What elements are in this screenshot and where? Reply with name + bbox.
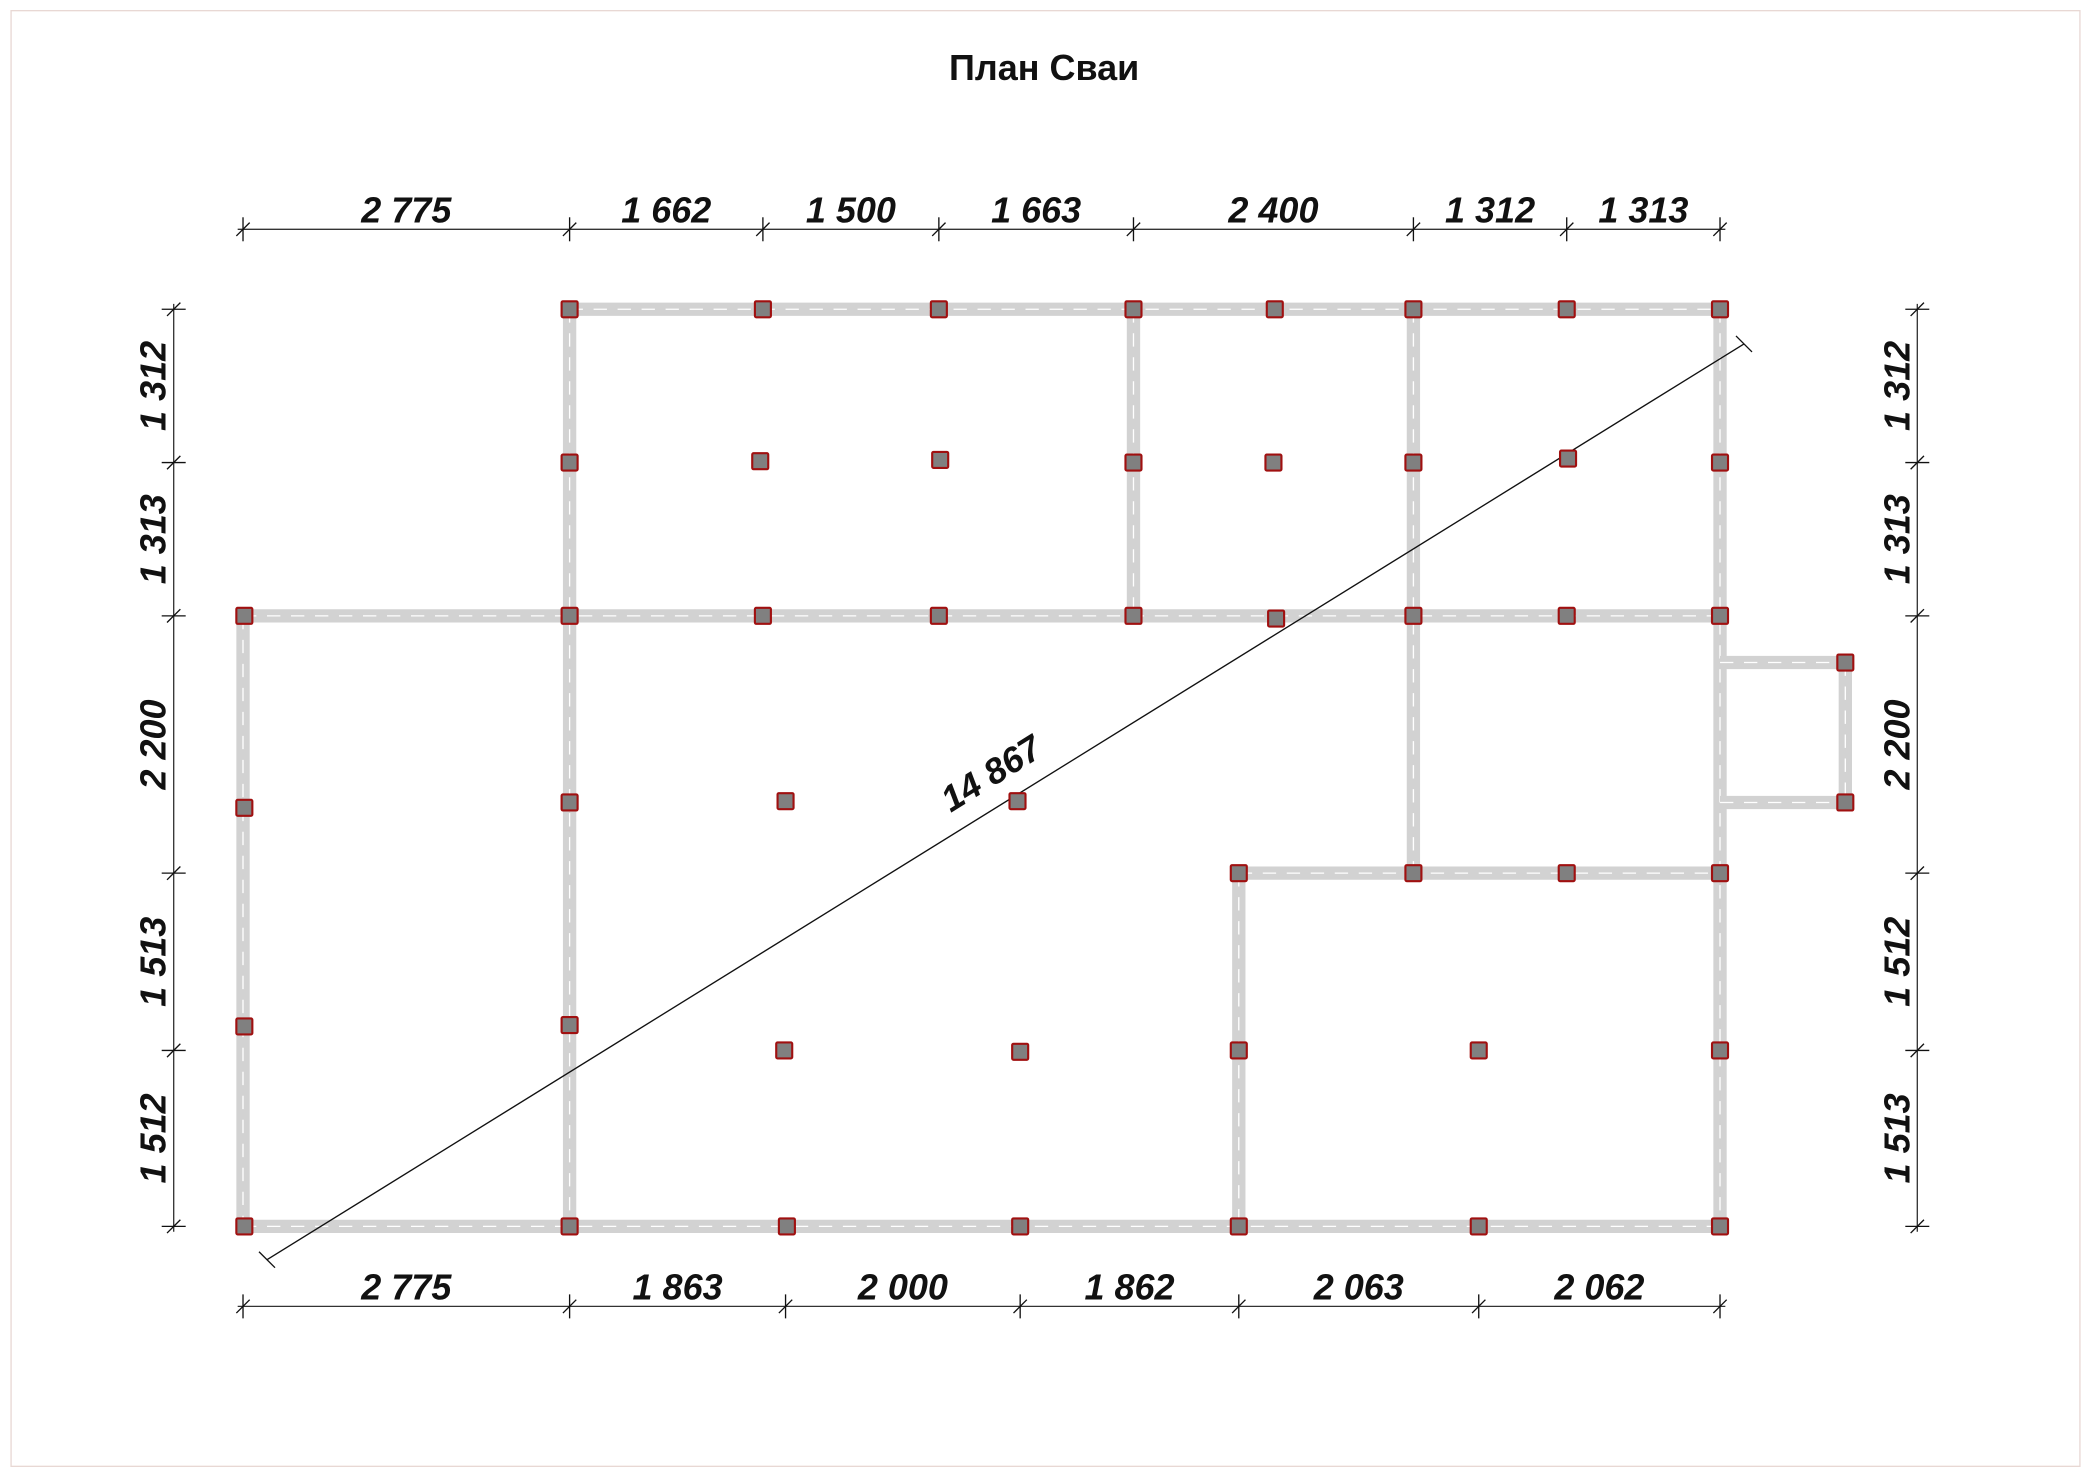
dimension-label: 1 313 [1876, 494, 1917, 584]
dimension-label: 1 513 [133, 917, 174, 1007]
dimension-label: 1 312 [133, 341, 174, 431]
pile-marker [1265, 300, 1284, 319]
pile-marker [1404, 864, 1423, 883]
pile-marker [1229, 1041, 1248, 1060]
pile-marker [929, 300, 948, 319]
dimension-label: 1 512 [1876, 917, 1917, 1007]
pile-marker [775, 1041, 794, 1060]
dimension-label: 1 512 [133, 1093, 174, 1183]
pile-marker [1267, 609, 1286, 628]
pile-marker [560, 300, 579, 319]
pile-marker [931, 450, 950, 469]
pile-marker [1836, 793, 1855, 812]
pile-marker [751, 452, 770, 471]
dimension-lines: 2 775 1 662 1 500 1 663 2 400 1 312 1 313 2 775… [133, 190, 1930, 1319]
dimension-label: 2 400 [1227, 190, 1318, 231]
dimension-label: 1 313 [1598, 190, 1688, 231]
walls [236, 302, 1852, 1234]
pile-marker [777, 1217, 796, 1236]
pile-marker [1557, 300, 1576, 319]
pile-marker [1557, 864, 1576, 883]
dimension-label: 2 063 [1313, 1267, 1404, 1308]
pile-marker [235, 606, 254, 625]
dimension-label: 2 062 [1553, 1267, 1644, 1308]
pile-marker [1710, 1217, 1730, 1236]
pile-marker [1710, 1041, 1730, 1060]
pile-marker [753, 606, 772, 625]
pile-marker [929, 606, 948, 625]
diagonal-label: 14 867 [933, 726, 1050, 820]
pile-marker [1229, 1217, 1248, 1236]
diagonal-tick [258, 1251, 276, 1269]
dimension-label: 1 863 [633, 1267, 723, 1308]
pile-marker [1557, 606, 1576, 625]
pile-marker [753, 300, 772, 319]
pile-marker [1229, 864, 1248, 883]
pile-marker [235, 798, 254, 817]
pile-marker [1008, 792, 1027, 811]
pile-marker [1404, 453, 1423, 472]
pile-marker [1710, 864, 1730, 883]
dimension-label: 1 312 [1876, 341, 1917, 431]
dimension-label: 2 200 [1876, 699, 1917, 790]
pile-marker [1558, 449, 1578, 468]
pile-marker [1404, 300, 1423, 319]
diagonal-dimension: 14 867 [258, 335, 1753, 1269]
pile-marker [1124, 453, 1143, 472]
pile-marker [560, 1217, 579, 1236]
diagonal-tick [1735, 335, 1753, 353]
pile-marker [1404, 606, 1423, 625]
pile-marker [1124, 606, 1143, 625]
pile-marker [560, 453, 579, 472]
dimension-label: 1 313 [133, 494, 174, 584]
piles [235, 300, 1855, 1236]
dimension-label: 2 000 [857, 1267, 948, 1308]
pile-marker [1264, 453, 1283, 472]
dimension-label: 2 775 [360, 1267, 452, 1308]
dimension-label: 1 500 [806, 190, 896, 231]
pile-marker [1011, 1042, 1030, 1061]
pile-marker [1469, 1217, 1488, 1236]
pile-marker [1836, 653, 1855, 672]
pile-marker [1469, 1041, 1488, 1060]
pile-marker [560, 1016, 579, 1035]
dimension-label: 1 312 [1445, 190, 1535, 231]
dimension-label: 1 862 [1084, 1267, 1174, 1308]
dimension-label: 2 200 [133, 699, 174, 790]
pile-marker [1710, 606, 1730, 625]
dimension-label: 1 662 [621, 190, 711, 231]
pile-marker [1011, 1217, 1030, 1236]
pile-marker [776, 792, 795, 811]
dimension-label: 1 663 [991, 190, 1081, 231]
diagonal-line [266, 343, 1745, 1261]
pile-marker [235, 1217, 254, 1236]
pile-marker [1710, 300, 1730, 319]
dimension-label: 2 775 [360, 190, 452, 231]
pile-marker [560, 606, 579, 625]
pile-marker [1124, 300, 1143, 319]
pile-marker [1710, 453, 1730, 472]
pile-marker [560, 793, 579, 812]
page-frame [10, 9, 2081, 1468]
dimension-label: 1 513 [1876, 1093, 1917, 1183]
drawing-title: План Сваи [949, 47, 1139, 88]
pile-marker [235, 1017, 254, 1036]
